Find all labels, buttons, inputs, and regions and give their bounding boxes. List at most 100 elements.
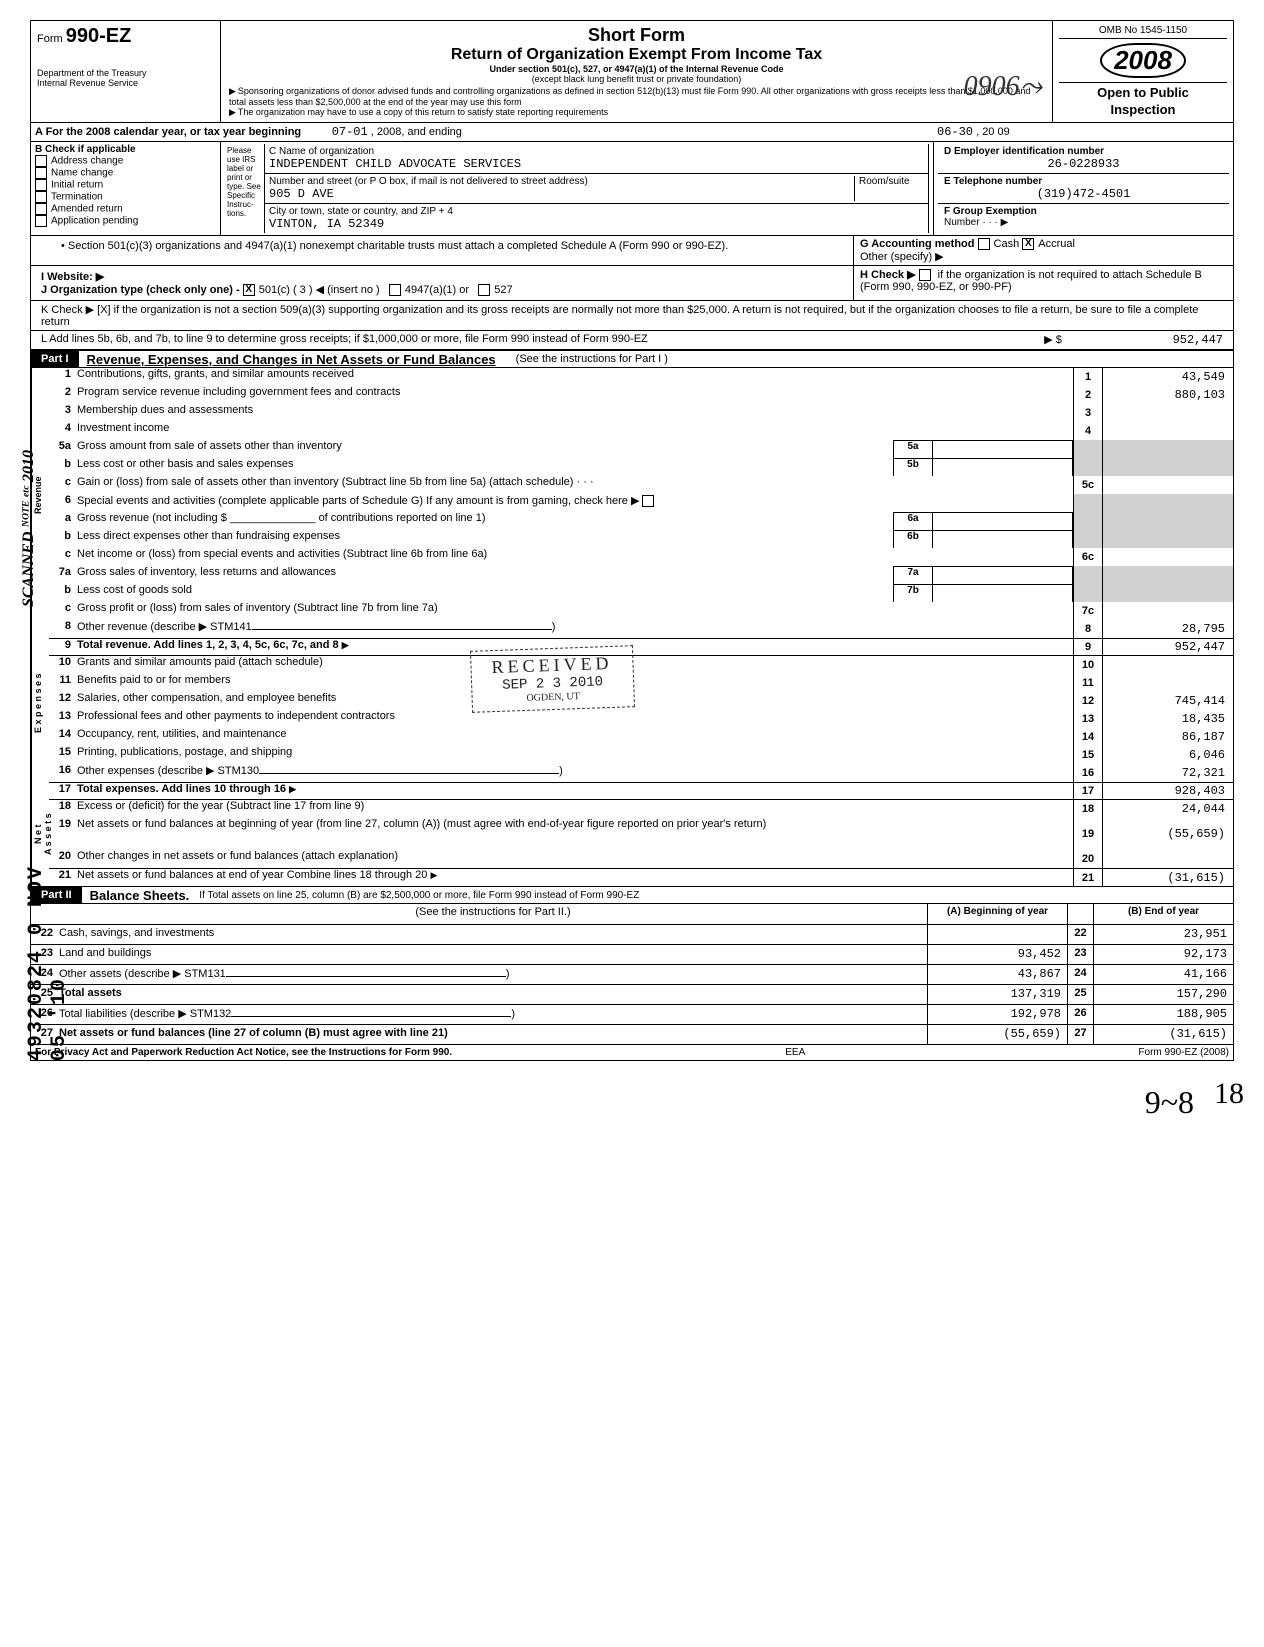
ln3-box: 3 <box>1073 404 1103 422</box>
chk-schedule-b[interactable] <box>919 269 931 281</box>
ln18-box: 18 <box>1073 800 1103 818</box>
chk-name-change[interactable] <box>35 167 47 179</box>
ln10-num: 10 <box>49 656 77 674</box>
ln16-val: 72,321 <box>1103 764 1233 782</box>
ln11-num: 11 <box>49 674 77 692</box>
title-return: Return of Organization Exempt From Incom… <box>229 46 1044 64</box>
ln21-box: 21 <box>1073 869 1103 886</box>
period-end: 06-30 <box>937 125 973 139</box>
ln6a-subval <box>933 512 1073 530</box>
subtitle-2: (except black lung benefit trust or priv… <box>229 74 1044 84</box>
ln6a-num: a <box>49 512 77 530</box>
ln7b-box: 7b <box>893 584 933 602</box>
chk-application-pending[interactable] <box>35 215 47 227</box>
line-l-value: 952,447 <box>1073 331 1233 349</box>
ln20-val <box>1103 850 1233 868</box>
lbl-501c: 501(c) ( 3 ) ◀ (insert no ) <box>259 284 380 296</box>
part-2-title: Balance Sheets. <box>90 888 190 903</box>
chk-501c[interactable] <box>243 284 255 296</box>
col-c-org-info: C Name of organization INDEPENDENT CHILD… <box>265 144 929 233</box>
handwritten-bottom: 9~8 <box>1145 1084 1194 1121</box>
ln7c-num: c <box>49 602 77 620</box>
ln21-num: 21 <box>49 869 77 886</box>
label-org-type: J Organization type (check only one) - <box>41 284 240 296</box>
ln6-desc: Special events and activities (complete … <box>77 495 639 507</box>
ln7a-rbox <box>1073 566 1103 584</box>
ln6c-num: c <box>49 548 77 566</box>
bal-col-a-header: (A) Beginning of year <box>927 904 1067 924</box>
form-footer: For Privacy Act and Paperwork Reduction … <box>31 1044 1233 1060</box>
part-1-lines: 1Contributions, gifts, grants, and simil… <box>49 368 1233 886</box>
ln5c-desc: Gain or (loss) from sale of assets other… <box>77 476 1073 494</box>
ln7c-box: 7c <box>1073 602 1103 620</box>
chk-cash[interactable] <box>978 238 990 250</box>
chk-527[interactable] <box>478 284 490 296</box>
chk-amended-return[interactable] <box>35 203 47 215</box>
ln17-box: 17 <box>1073 783 1103 799</box>
chk-termination[interactable] <box>35 191 47 203</box>
ln6b-rval <box>1103 530 1233 548</box>
ln14-desc: Occupancy, rent, utilities, and maintena… <box>77 728 1073 746</box>
tax-year: 2008 <box>1100 43 1186 78</box>
dept-treasury: Department of the Treasury <box>37 68 214 78</box>
ln5a-box: 5a <box>893 440 933 458</box>
dept-irs: Internal Revenue Service <box>37 78 214 88</box>
ln6b-num: b <box>49 530 77 548</box>
ln5a-desc: Gross amount from sale of assets other t… <box>77 440 893 458</box>
ln5a-rval <box>1103 440 1233 458</box>
ln6-rbox <box>1073 494 1103 512</box>
lbl-application-pending: Application pending <box>51 216 138 227</box>
ln8-desc: Other revenue (describe ▶ STM141 <box>77 621 252 633</box>
col-b-checkboxes: B Check if applicable Address change Nam… <box>31 142 221 235</box>
line-l-arrow: ▶ $ <box>1033 331 1073 349</box>
chk-4947[interactable] <box>389 284 401 296</box>
lbl-accrual: Accrual <box>1038 238 1075 250</box>
lbl-amended-return: Amended return <box>51 204 123 215</box>
ln9-val: 952,447 <box>1103 639 1233 655</box>
chk-initial-return[interactable] <box>35 179 47 191</box>
line-l-text: L Add lines 5b, 6b, and 7b, to line 9 to… <box>31 331 1033 349</box>
label-ein: D Employer identification number <box>944 146 1223 157</box>
chk-accrual[interactable] <box>1022 238 1034 250</box>
bal23-desc: Land and buildings <box>59 945 927 964</box>
note-501c3: • Section 501(c)(3) organizations and 49… <box>31 236 853 265</box>
ln5b-subval <box>933 458 1073 476</box>
ln6a-box: 6a <box>893 512 933 530</box>
ln8-box: 8 <box>1073 620 1103 638</box>
line-k: K Check ▶ [X] if the organization is not… <box>31 301 1233 330</box>
bal23-b: 92,173 <box>1093 945 1233 964</box>
ln7b-rval <box>1103 584 1233 602</box>
phone-value: (319)472-4501 <box>944 187 1223 201</box>
col-b-label: B Check if applicable <box>35 144 216 155</box>
label-accounting: G Accounting method <box>860 238 974 250</box>
ln7b-desc: Less cost of goods sold <box>77 584 893 602</box>
ln9-box: 9 <box>1073 639 1103 655</box>
ln6b-desc: Less direct expenses other than fundrais… <box>77 530 893 548</box>
ln9-desc: Total revenue. Add lines 1, 2, 3, 4, 5c,… <box>77 639 339 651</box>
ln3-desc: Membership dues and assessments <box>77 404 1073 422</box>
label-phone: E Telephone number <box>944 176 1223 187</box>
ln5b-num: b <box>49 458 77 476</box>
ln12-val: 745,414 <box>1103 692 1233 710</box>
ln2-desc: Program service revenue including govern… <box>77 386 1073 404</box>
org-name: INDEPENDENT CHILD ADVOCATE SERVICES <box>269 157 924 171</box>
form-header: Form 990-EZ Department of the Treasury I… <box>31 21 1233 123</box>
ln6a-desc: Gross revenue (not including $ _________… <box>77 512 893 530</box>
chk-gaming[interactable] <box>642 495 654 507</box>
ln6-num: 6 <box>49 494 77 512</box>
vert-revenue: Revenue <box>31 368 49 623</box>
ln10-val <box>1103 656 1233 674</box>
ln16-desc: Other expenses (describe ▶ STM130 <box>77 765 259 777</box>
ln5c-val <box>1103 476 1233 494</box>
org-address: 905 D AVE <box>269 187 854 201</box>
label-instructions: Please use IRS label or print or type. S… <box>225 144 265 233</box>
chk-address-change[interactable] <box>35 155 47 167</box>
lbl-initial-return: Initial return <box>51 180 103 191</box>
ln5b-desc: Less cost or other basis and sales expen… <box>77 458 893 476</box>
subtitle-1: Under section 501(c), 527, or 4947(a)(1)… <box>229 64 1044 74</box>
vert-net-assets: N e tA s s e t s <box>31 783 49 886</box>
ln3-num: 3 <box>49 404 77 422</box>
ln10-box: 10 <box>1073 656 1103 674</box>
handwritten-year: 0906⤳ <box>964 71 1042 103</box>
lbl-other-specify: Other (specify) ▶ <box>860 250 1227 263</box>
